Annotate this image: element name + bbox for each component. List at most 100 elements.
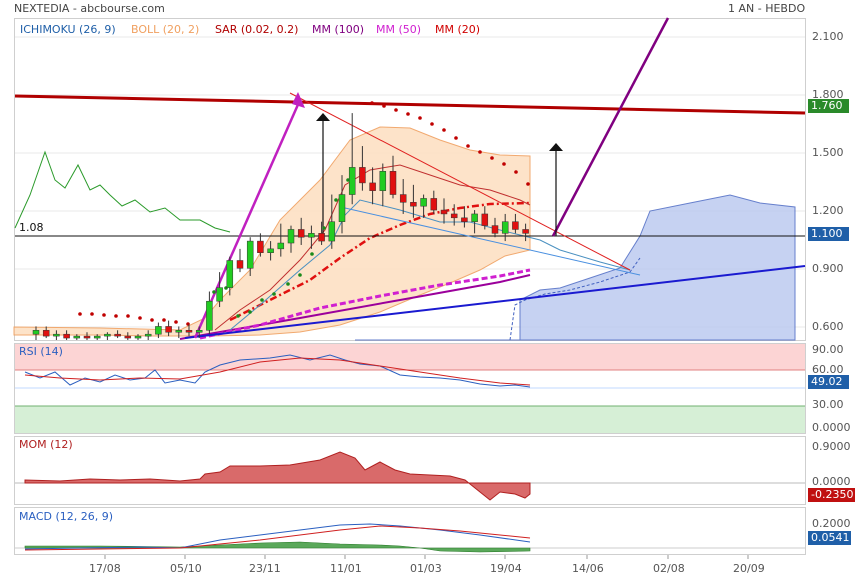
ichimoku-tenkan: [214, 164, 531, 331]
up-arrow-line-1: [193, 99, 302, 339]
candle-body: [267, 248, 274, 253]
chikou-line: [14, 150, 231, 233]
candle-body: [32, 330, 40, 335]
candle-body: [124, 335, 132, 339]
candle-body: [185, 330, 193, 333]
sar-dot: [382, 104, 386, 108]
candle-body: [246, 240, 254, 269]
x-tick-label: 02/08: [653, 562, 685, 575]
candle-body: [338, 194, 346, 222]
sar-dot: [286, 282, 290, 286]
chart-symbol: NEXTEDIA - abcbourse.com: [14, 2, 165, 15]
sar-dot: [248, 310, 252, 314]
sar-dot: [102, 313, 106, 317]
upper-price-box: 1.760: [808, 99, 849, 113]
sar-dot: [406, 112, 410, 116]
x-tick-label: 01/03: [410, 562, 442, 575]
sar-dot: [466, 144, 470, 148]
up-arrow-line-2: [551, 17, 670, 237]
candle-body: [399, 194, 407, 203]
candle-body: [53, 333, 60, 337]
ichimoku-kijun: [229, 199, 631, 331]
rsi-overbought-zone: [15, 344, 805, 370]
candle-body: [216, 287, 223, 302]
sar-dots: [78, 101, 530, 326]
candle-body: [42, 330, 50, 337]
candle-body: [440, 209, 448, 215]
candle-body: [501, 221, 509, 234]
candle-body: [512, 221, 519, 230]
candle-body: [461, 217, 468, 222]
rsi-tick-90: 90.00: [812, 343, 844, 356]
candle-body: [73, 335, 81, 339]
macd-title: MACD (12, 26, 9): [19, 510, 114, 523]
sar-dot: [212, 290, 216, 294]
sar-dot: [162, 318, 166, 322]
x-tick-label: 11/01: [330, 562, 362, 575]
price-tick-1800: 1.800: [812, 88, 844, 101]
candle-body: [297, 229, 305, 238]
macd-last-box: 0.0541: [808, 531, 851, 545]
rsi-line: [24, 354, 531, 388]
rsi-last-box: 49.02: [808, 375, 849, 389]
candle-body: [410, 202, 417, 207]
candle-body: [359, 167, 366, 184]
price-tick-2100: 2.100: [812, 30, 844, 43]
sar-dot: [150, 318, 154, 322]
candle-body: [206, 300, 213, 331]
sar-dot: [370, 101, 374, 105]
price-tick-1200: 1.200: [812, 204, 844, 217]
candle-body: [144, 333, 152, 337]
candle-body: [155, 326, 162, 335]
sar-dot: [260, 298, 264, 302]
candle-body: [420, 198, 427, 207]
candle-body: [481, 213, 489, 226]
legend-mm100: MM (100): [312, 23, 365, 36]
legend-mm20: MM (20): [435, 23, 481, 36]
legend-ichimoku: ICHIMOKU (26, 9): [20, 23, 116, 36]
sar-dot: [394, 108, 398, 112]
candle-body: [104, 333, 111, 337]
x-tick-label: 14/06: [572, 562, 604, 575]
candle-body: [471, 213, 478, 222]
candle-body: [226, 260, 234, 288]
x-tick-marks: [104, 555, 749, 559]
candle-body: [389, 171, 397, 195]
sar-dot: [418, 116, 422, 120]
candle-body: [308, 233, 315, 238]
legend-boll: BOLL (20, 2): [131, 23, 200, 36]
sar-dot: [114, 314, 118, 318]
sar-dot: [334, 198, 338, 202]
vertical-arrow-head-1: [316, 113, 330, 121]
mom-title: MOM (12): [19, 438, 73, 451]
bollinger-band: [13, 126, 531, 337]
sar-dot: [236, 314, 240, 318]
vertical-arrow-head-2: [549, 143, 563, 151]
sar-dot: [490, 156, 494, 160]
chart-period: 1 AN - HEBDO: [728, 2, 806, 15]
sar-dot: [454, 136, 458, 140]
candle-body: [348, 167, 356, 195]
candle-body: [450, 213, 458, 219]
sar-dot: [174, 320, 178, 324]
sar-dot: [322, 226, 326, 230]
macd-tick-02: 0.2000: [812, 517, 851, 530]
candle-body: [277, 242, 285, 250]
sar-dot: [346, 178, 350, 182]
sar-dot: [298, 273, 302, 277]
rsi-tick-0: 0.0000: [812, 421, 851, 434]
x-tick-label: 19/04: [490, 562, 522, 575]
x-tick-label: 17/08: [89, 562, 121, 575]
support-line: [184, 265, 806, 339]
candle-body: [175, 330, 183, 333]
mom-last-box: -0.2350: [808, 488, 855, 502]
sar-dot: [90, 312, 94, 316]
candle-body: [165, 326, 172, 333]
mm100-line: [179, 274, 531, 340]
channel-line: [344, 207, 641, 276]
candle-body: [236, 260, 244, 269]
candle-body: [491, 225, 499, 234]
mom-area: [24, 451, 531, 501]
x-tick-label: 20/09: [733, 562, 765, 575]
